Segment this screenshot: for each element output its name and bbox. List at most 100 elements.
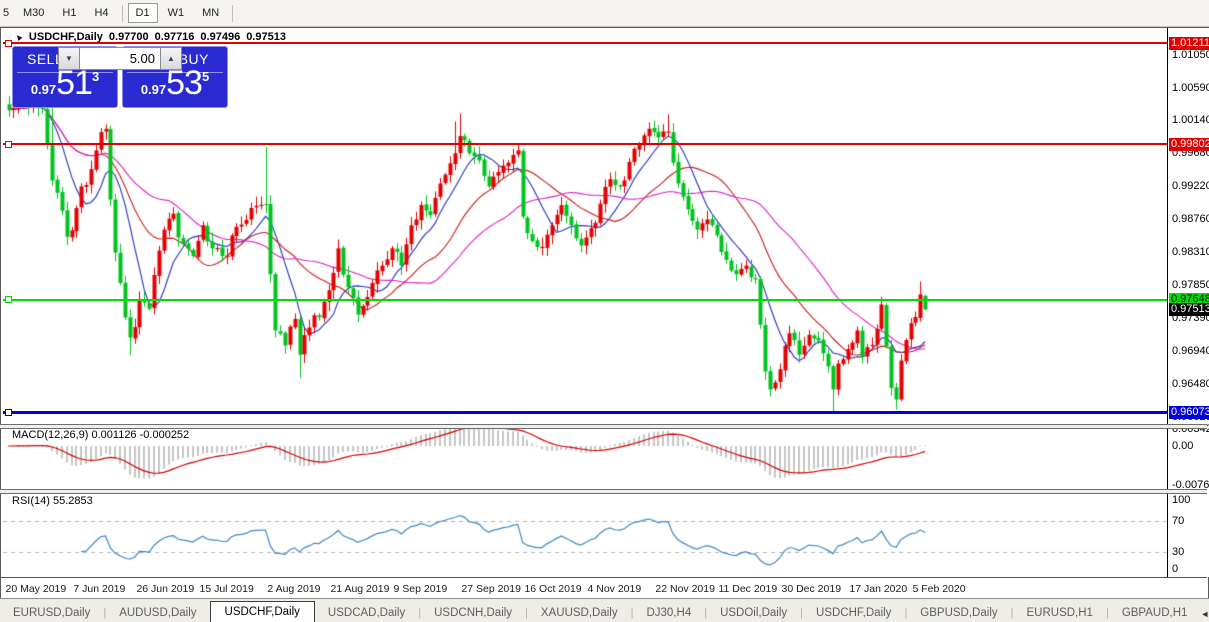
date-label: 20 May 2019 <box>5 583 67 595</box>
arrow-up-icon: ▲ <box>167 54 175 63</box>
tab-usdchf-daily[interactable]: USDCHF,Daily <box>209 601 315 622</box>
volume-increase-button[interactable]: ▲ <box>160 47 182 70</box>
tab-usdcad-daily[interactable]: USDCAD,Daily <box>327 607 406 619</box>
date-label: 15 Jul 2019 <box>199 583 254 595</box>
tab-xauusd-daily[interactable]: XAUUSD,Daily <box>540 607 618 619</box>
buy-price-prefix: 0.97 <box>140 82 167 97</box>
tab-eurusd-daily[interactable]: EURUSD,Daily <box>13 607 91 619</box>
macd-splitter[interactable] <box>0 424 1207 429</box>
rsi-axis-label: 0 <box>1172 563 1179 575</box>
price-tick: 0.96480 <box>1172 377 1209 390</box>
tab-audusd-daily[interactable]: AUDUSD,Daily <box>119 607 197 619</box>
tab-separator: | <box>1010 607 1014 619</box>
ohlc-low: 0.97496 <box>200 31 241 43</box>
sell-price-prefix: 0.97 <box>30 82 57 97</box>
tabs-holder: EURUSD,Daily | AUDUSD,Daily USDCHF,Daily USD… <box>0 601 1200 622</box>
volume-decrease-button[interactable]: ▼ <box>58 47 80 70</box>
tab-usdcnh-daily[interactable]: USDCNH,Daily <box>434 607 513 619</box>
tab-gbpusd-daily[interactable]: GBPUSD,Daily <box>920 607 998 619</box>
tab-separator: | <box>103 607 107 619</box>
one-click-trade-panel: SELL 0.97513 BUY 0.97535 ▼ ▲ <box>12 46 228 108</box>
date-label: 26 Jun 2019 <box>136 583 195 595</box>
price-axis-border <box>1167 28 1168 577</box>
macd-main-value: 0.001126 <box>91 429 137 441</box>
tab-separator: | <box>704 607 708 619</box>
buy-divider <box>127 72 223 73</box>
timeframe-button-m30[interactable]: M30 <box>23 7 45 19</box>
date-label: 4 Nov 2019 <box>587 583 642 595</box>
timeframe-button-5[interactable]: 5 <box>3 7 10 19</box>
macd-label: MACD(12,26,9) 0.001126 -0.000252 <box>12 429 189 441</box>
rsi-splitter[interactable] <box>0 489 1207 494</box>
toolbar-separator <box>232 4 234 22</box>
date-label: 22 Nov 2019 <box>655 583 715 595</box>
date-label: 17 Jan 2020 <box>849 583 908 595</box>
date-label: 30 Dec 2019 <box>781 583 842 595</box>
chart-tab-bar: EURUSD,Daily | AUDUSD,Daily USDCHF,Daily USD… <box>0 598 1209 622</box>
price-level-line[interactable] <box>3 143 1167 146</box>
line-anchor-marker[interactable] <box>5 296 12 304</box>
price-tick: 0.96940 <box>1172 344 1209 357</box>
timeframe-button-w1[interactable]: W1 <box>167 7 185 19</box>
tab-usdchf-daily[interactable]: USDCHF,Daily <box>816 607 892 619</box>
buy-label: BUY <box>178 51 209 67</box>
sell-price-sup: 3 <box>91 69 100 84</box>
ohlc-close: 0.97513 <box>246 31 286 43</box>
sell-price: 0.97513 <box>13 64 117 103</box>
rsi-name: RSI(14) <box>12 495 50 507</box>
date-axis: 20 May 2019 7 Jun 2019 26 Jun 2019 15 Jul 2… <box>1 577 1207 598</box>
timeframe-toolbar: 5 M30 H1 H4 D1 W1 MN <box>0 0 1209 27</box>
timeframe-button-h1[interactable]: H1 <box>62 7 77 19</box>
chart-title: ▲ USDCHF,Daily 0.97700 0.97716 0.97496 0… <box>11 30 286 44</box>
line-anchor-marker[interactable] <box>5 39 12 47</box>
price-marker-label: 1.01211 <box>1169 36 1209 50</box>
chart-marker-icon: ▲ <box>11 30 26 44</box>
ohlc-open: 0.97700 <box>108 31 149 43</box>
price-tick: 0.98310 <box>1172 245 1209 258</box>
date-label: 5 Feb 2020 <box>912 583 966 595</box>
volume-input[interactable] <box>80 47 160 70</box>
ohlc-high: 0.97716 <box>154 31 195 43</box>
price-level-line[interactable] <box>3 298 1167 301</box>
macd-axis-label: 0.00 <box>1172 440 1194 452</box>
timeframe-button-mn[interactable]: MN <box>202 7 220 19</box>
rsi-axis-label: 100 <box>1172 494 1191 506</box>
symbol-period-label: USDCHF,Daily <box>28 31 103 43</box>
arrow-down-icon: ▼ <box>65 54 73 63</box>
tab-scroll-arrows: ◄ ► <box>1200 609 1209 622</box>
price-tick: 1.00140 <box>1172 114 1209 127</box>
price-level-line[interactable] <box>3 42 1167 44</box>
macd-signal-value: -0.000252 <box>139 429 190 441</box>
timeframe-button-d1[interactable]: D1 <box>127 3 158 23</box>
price-marker-label: 0.99802 <box>1169 137 1209 151</box>
buy-price-sup: 5 <box>201 69 210 84</box>
buy-price-big: 53 <box>166 64 203 102</box>
price-tick: 1.01050 <box>1172 48 1209 61</box>
sell-divider <box>17 72 113 73</box>
line-anchor-marker[interactable] <box>5 409 12 417</box>
date-label: 16 Oct 2019 <box>524 583 582 595</box>
date-label: 27 Sep 2019 <box>461 583 521 595</box>
date-label: 2 Aug 2019 <box>267 583 321 595</box>
price-axis: 1.01050 1.00590 1.00140 0.99680 0.99220 0.987… <box>1168 28 1209 577</box>
tab-separator: | <box>630 607 634 619</box>
tab-dj30-h4[interactable]: DJ30,H4 <box>646 607 692 619</box>
price-tick: 0.99220 <box>1172 180 1209 193</box>
price-tick: 0.97850 <box>1172 279 1209 292</box>
price-tick: 0.98760 <box>1172 213 1209 226</box>
price-level-line[interactable] <box>3 411 1167 415</box>
tab-eurusd-h1[interactable]: EURUSD,H1 <box>1026 607 1093 619</box>
tab-scroll-left-icon[interactable]: ◄ <box>1200 609 1209 619</box>
price-marker-label: 0.96073 <box>1169 406 1209 420</box>
rsi-label: RSI(14) 55.2853 <box>12 495 93 507</box>
tab-separator: | <box>1105 607 1109 619</box>
tab-usdoil-daily[interactable]: USDOil,Daily <box>720 607 788 619</box>
timeframe-button-h4[interactable]: H4 <box>94 7 109 19</box>
tab-gbpaud-h1[interactable]: GBPAUD,H1 <box>1121 607 1188 619</box>
line-anchor-marker[interactable] <box>5 140 12 148</box>
date-label: 11 Dec 2019 <box>718 583 778 595</box>
tab-separator: | <box>525 607 528 619</box>
date-label: 7 Jun 2019 <box>73 583 126 595</box>
macd-axis-label: -0.007615 <box>1172 478 1209 491</box>
